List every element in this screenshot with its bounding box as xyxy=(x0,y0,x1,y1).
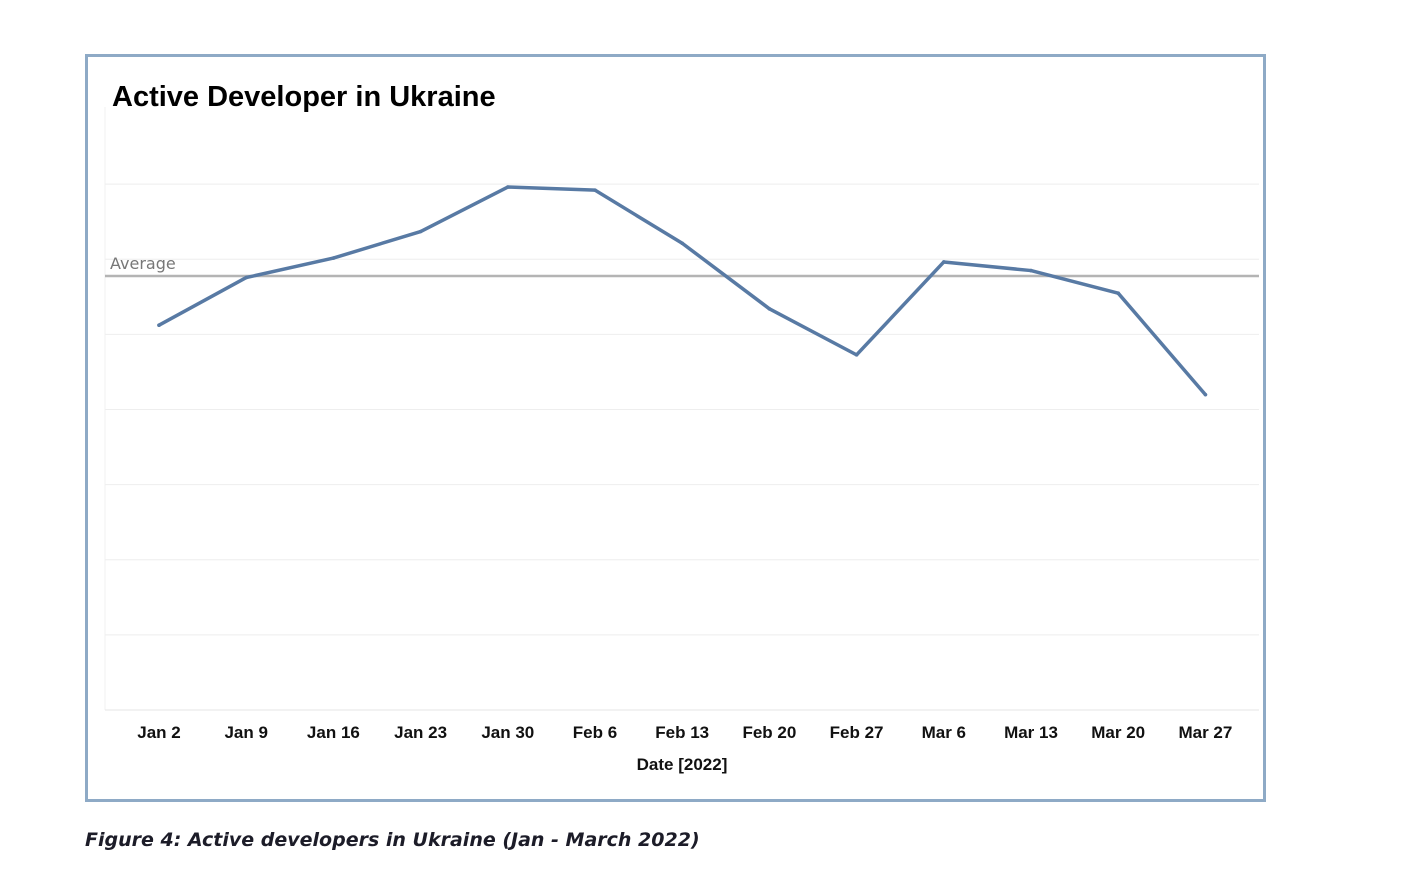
x-tick-label: Feb 6 xyxy=(573,723,617,742)
series-line xyxy=(157,185,1208,397)
x-tick-label: Jan 16 xyxy=(307,723,360,742)
x-tick-label: Jan 2 xyxy=(137,723,180,742)
x-tick-label: Feb 27 xyxy=(830,723,884,742)
data-point xyxy=(680,241,684,246)
x-axis-title: Date [2022] xyxy=(637,755,728,774)
figure-caption: Figure 4: Active developers in Ukraine (… xyxy=(85,829,700,851)
data-point xyxy=(593,188,597,192)
data-point xyxy=(854,353,859,357)
chart-frame: Active Developer in Ukraine Jan 2 Jan 9 Ja… xyxy=(85,54,1266,802)
x-tick-label: Mar 13 xyxy=(1004,723,1058,742)
x-tick-label: Mar 27 xyxy=(1178,723,1232,742)
average-label: Average xyxy=(110,254,176,273)
x-tick-label: Jan 9 xyxy=(224,723,267,742)
data-point xyxy=(1116,291,1120,296)
data-point xyxy=(418,229,423,234)
data-point xyxy=(767,307,772,311)
x-tick-label: Jan 23 xyxy=(394,723,447,742)
x-tick-label: Mar 20 xyxy=(1091,723,1145,742)
x-tick-label: Feb 13 xyxy=(655,723,709,742)
data-point xyxy=(506,185,510,189)
data-point xyxy=(331,256,336,260)
x-tick-label: Jan 30 xyxy=(481,723,534,742)
data-point xyxy=(157,323,161,328)
line-chart: Jan 2 Jan 9 Jan 16 Jan 23 Jan 30 Feb 6 Feb 13 F… xyxy=(104,107,1259,774)
chart-title: Active Developer in Ukraine xyxy=(112,81,496,113)
data-point xyxy=(942,260,946,264)
data-point xyxy=(244,275,248,280)
x-tick-label: Feb 20 xyxy=(742,723,796,742)
data-point xyxy=(1029,268,1033,273)
x-tick-label: Mar 6 xyxy=(922,723,966,742)
data-point xyxy=(1203,392,1208,397)
